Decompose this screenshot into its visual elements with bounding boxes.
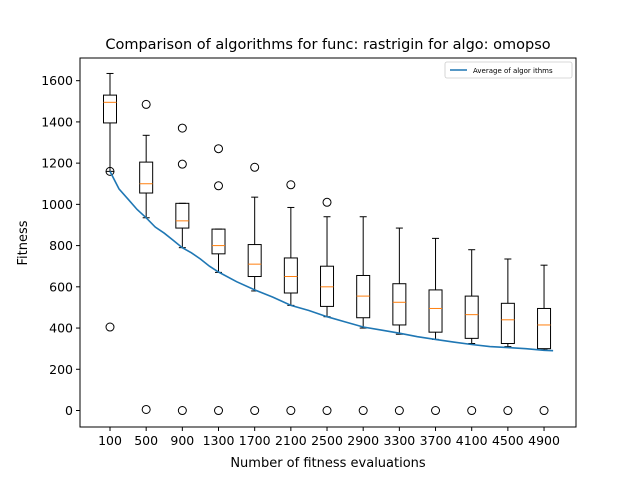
box-iqr [356, 274, 371, 319]
box-100 [103, 72, 117, 332]
legend-box [444, 61, 573, 79]
y-axis-label: Fitness [16, 220, 31, 265]
x-tick-label: 2100 [275, 433, 307, 448]
box-500 [139, 99, 154, 414]
box-900 [175, 123, 190, 416]
x-tick-label: 4900 [528, 433, 560, 448]
y-tick-label: 1000 [41, 197, 73, 212]
outlier-point [141, 99, 151, 109]
outlier-point [105, 322, 115, 332]
outlier-point [214, 181, 224, 191]
x-tick-label: 1700 [239, 433, 271, 448]
box-iqr [537, 307, 552, 350]
x-tick-label: 2500 [311, 433, 343, 448]
outlier-point [322, 197, 332, 207]
box-iqr [211, 228, 226, 255]
box-iqr [283, 257, 298, 294]
outlier-point [467, 406, 477, 416]
box-2100 [283, 180, 298, 416]
y-tick-label: 1200 [41, 156, 73, 171]
box-iqr [500, 302, 515, 345]
outlier-point [250, 406, 260, 416]
box-iqr [175, 202, 190, 229]
box-iqr [320, 265, 335, 307]
outlier-point [358, 406, 368, 416]
x-axis: 100 500 900 1300 1700 2100 2500 2900 3300 3700 410… [98, 427, 560, 448]
outlier-point [141, 404, 151, 414]
box-4500 [500, 258, 515, 416]
outlier-point [539, 406, 549, 416]
outlier-point [322, 406, 332, 416]
chart-title: Comparison of algorithms for func: rastr… [105, 37, 550, 53]
outlier-point [177, 406, 187, 416]
x-tick-label: 500 [134, 433, 158, 448]
y-tick-label: 1600 [41, 73, 73, 88]
x-tick-label: 900 [170, 433, 194, 448]
box-3300 [392, 227, 407, 416]
outlier-point [394, 406, 404, 416]
series-line-average [109, 171, 554, 352]
outlier-point [431, 406, 441, 416]
x-tick-label: 4100 [456, 433, 488, 448]
y-tick-label: 800 [49, 238, 73, 253]
box-3700 [428, 237, 443, 416]
outlier-point [286, 180, 296, 190]
box-iqr [103, 94, 117, 124]
box-iqr [464, 295, 479, 339]
x-tick-label: 3700 [420, 433, 452, 448]
x-tick-label: 4500 [492, 433, 524, 448]
x-tick-label: 100 [98, 433, 122, 448]
y-tick-label: 0 [65, 403, 73, 418]
y-tick-label: 600 [49, 279, 73, 294]
box-1700 [247, 162, 262, 416]
y-tick-label: 1400 [41, 114, 73, 129]
box-1300 [211, 144, 226, 416]
box-2900 [356, 216, 371, 416]
outlier-point [177, 123, 187, 133]
box-2500 [320, 197, 335, 416]
box-iqr [247, 244, 262, 278]
outlier-point [503, 406, 513, 416]
x-tick-label: 2900 [347, 433, 379, 448]
legend: Average of algor ithms [444, 61, 573, 79]
plot-frame [79, 57, 577, 428]
box-iqr [428, 289, 443, 333]
y-tick-label: 200 [49, 362, 73, 377]
outlier-point [250, 162, 260, 172]
y-tick-label: 400 [49, 321, 73, 336]
outlier-point [214, 144, 224, 154]
box-iqr [139, 161, 154, 194]
x-tick-label: 1300 [203, 433, 235, 448]
x-tick-label: 3300 [383, 433, 415, 448]
box-4900 [537, 264, 552, 416]
legend-entry-label: Average of algor ithms [473, 67, 553, 75]
x-axis-label: Number of fitness evaluations [230, 456, 426, 471]
box-4100 [464, 249, 479, 416]
plot-area [103, 72, 554, 416]
outlier-point [286, 406, 296, 416]
outlier-point [177, 159, 187, 169]
outlier-point [214, 406, 224, 416]
outlier-point [105, 166, 115, 176]
box-iqr [392, 283, 407, 326]
y-axis: 0 200 400 600 800 1000 1200 1400 1600 [41, 73, 80, 418]
